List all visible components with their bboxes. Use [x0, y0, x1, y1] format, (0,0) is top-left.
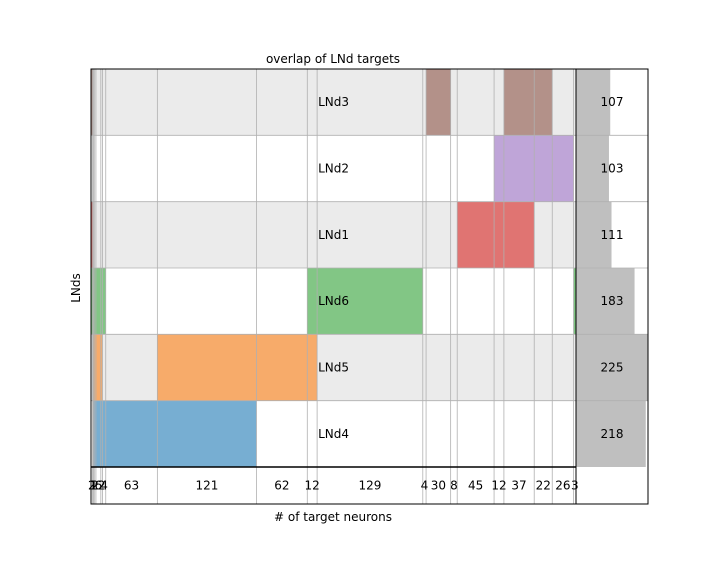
total-label-LNd3: 107 — [601, 95, 624, 109]
totals-frame — [575, 68, 649, 505]
cell-LNd6-col-6 — [102, 268, 106, 335]
cell-LNd5-col-3 — [94, 334, 96, 401]
column-count-label: 63 — [124, 479, 139, 493]
row-label-LNd3: LNd3 — [318, 95, 349, 109]
column-count-label: 4 — [421, 479, 429, 493]
row-total-labels: 107 103 111 183 225 218 — [601, 95, 624, 441]
cell-LNd4-col-5 — [100, 400, 103, 467]
column-count-label: 37 — [511, 479, 526, 493]
cell-LNd4-col-7 — [105, 400, 158, 467]
cell-LNd6-col-11 — [317, 268, 423, 335]
total-bar-LNd1 — [576, 201, 612, 268]
column-count-label: 129 — [359, 479, 382, 493]
cell-LNd5-col-9 — [256, 334, 308, 401]
plot-frames — [90, 68, 649, 505]
total-bar-LNd5 — [576, 334, 648, 401]
total-bar-LNd6 — [576, 268, 635, 335]
total-label-LNd5: 225 — [601, 361, 624, 375]
total-bar-LNd3 — [576, 69, 611, 136]
cell-LNd2-col-17 — [503, 135, 535, 202]
column-count-label: 12 — [491, 479, 506, 493]
row-label-LNd1: LNd1 — [318, 228, 349, 242]
total-bar-LNd2 — [576, 135, 609, 202]
grid-lines — [91, 69, 648, 504]
cell-LNd3-col-18 — [534, 69, 553, 136]
cell-LNd6-col-5 — [100, 268, 103, 335]
chart-title: overlap of LNd targets — [266, 52, 400, 66]
column-count-label: 1 — [89, 479, 97, 493]
row-band-LNd3 — [91, 69, 576, 136]
column-count-label: 2 — [88, 479, 96, 493]
cell-LNd5-col-10 — [307, 334, 318, 401]
row-label-LNd6: LNd6 — [318, 294, 349, 308]
column-count-label: 62 — [274, 479, 289, 493]
column-count-label: 3 — [571, 479, 579, 493]
cell-LNd5-col-5 — [100, 334, 103, 401]
column-count-label: 8 — [450, 479, 458, 493]
total-label-LNd6: 183 — [601, 294, 624, 308]
row-labels: LNd3 LNd2 LNd1 LNd6 LNd5 LNd4 — [318, 95, 349, 441]
column-count-label: 121 — [195, 479, 218, 493]
column-count-label: 12 — [305, 479, 320, 493]
column-count-label: 26 — [555, 479, 570, 493]
cell-LNd1-col-15 — [457, 201, 495, 268]
cell-LNd4-col-3 — [94, 400, 96, 467]
column-count-label: 2 — [98, 479, 106, 493]
cell-LNd6-col-10 — [307, 268, 318, 335]
cell-LNd2-col-18 — [534, 135, 553, 202]
cell-LNd1-col-16 — [494, 201, 504, 268]
cell-LNd1-col-17 — [503, 201, 535, 268]
cell-LNd6-col-4 — [95, 268, 101, 335]
row-label-LNd4: LNd4 — [318, 427, 349, 441]
x-axis-label: # of target neurons — [274, 510, 392, 524]
cell-LNd3-col-0 — [91, 69, 93, 136]
row-label-LNd5: LNd5 — [318, 361, 349, 375]
cell-LNd6-col-0 — [91, 268, 93, 335]
membership-cells — [91, 69, 576, 467]
cell-LNd3-col-17 — [503, 69, 535, 136]
cell-LNd2-col-19 — [552, 135, 574, 202]
total-bar-LNd4 — [576, 400, 646, 467]
total-label-LNd1: 111 — [601, 228, 624, 242]
cell-LNd2-col-16 — [494, 135, 504, 202]
column-count-label: 22 — [536, 479, 551, 493]
column-count-label: 2 — [91, 479, 99, 493]
column-count-label: 1 — [90, 479, 98, 493]
column-count-label: 6 — [95, 479, 103, 493]
cell-LNd6-col-20 — [573, 268, 576, 335]
cell-LNd4-col-4 — [95, 400, 101, 467]
cell-LNd4-col-8 — [157, 400, 257, 467]
y-axis-label: LNds — [69, 273, 83, 303]
cell-LNd1-col-0 — [91, 201, 93, 268]
row-label-LNd2: LNd2 — [318, 162, 349, 176]
column-count-label: 45 — [468, 479, 483, 493]
cell-LNd6-col-3 — [94, 268, 96, 335]
cell-LNd5-col-4 — [95, 334, 101, 401]
cell-LNd5-col-8 — [157, 334, 257, 401]
column-count-label: 4 — [100, 479, 108, 493]
column-count-label: 30 — [431, 479, 446, 493]
cell-LNd4-col-6 — [102, 400, 106, 467]
total-label-LNd4: 218 — [601, 427, 624, 441]
cell-LNd3-col-13 — [426, 69, 451, 136]
total-label-LNd2: 103 — [601, 162, 624, 176]
row-total-bars — [576, 69, 648, 467]
